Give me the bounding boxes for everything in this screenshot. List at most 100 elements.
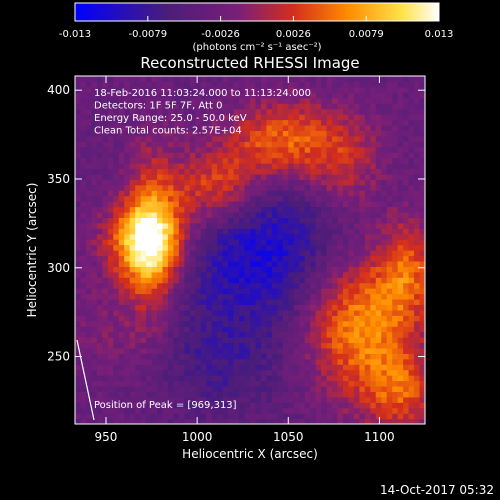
heatmap-cell (364, 331, 371, 338)
heatmap-cell (217, 260, 224, 267)
heatmap-cell (403, 293, 410, 300)
heatmap-cell (222, 331, 229, 338)
heatmap-cell (397, 124, 404, 131)
heatmap-cell (348, 380, 355, 387)
heatmap-cell (359, 320, 366, 327)
heatmap-cell (250, 309, 257, 316)
heatmap-cell (250, 298, 257, 305)
heatmap-cell (255, 288, 262, 295)
heatmap-cell (162, 326, 169, 333)
heatmap-cell (260, 364, 268, 371)
heatmap-cell (419, 81, 425, 88)
heatmap-cell (250, 141, 257, 148)
heatmap-cell (304, 385, 311, 392)
heatmap-cell (337, 396, 344, 403)
heatmap-cell (244, 103, 251, 110)
heatmap-cell (375, 124, 382, 131)
heatmap-cell (162, 418, 169, 424)
heatmap-cell (326, 152, 333, 159)
heatmap-cell (80, 347, 87, 354)
heatmap-cell (162, 141, 169, 148)
heatmap-cell (403, 103, 410, 110)
heatmap-cell (96, 239, 103, 246)
heatmap-cell (414, 190, 421, 197)
heatmap-cell (189, 228, 196, 235)
heatmap-cell (184, 288, 191, 295)
heatmap-cell (91, 396, 98, 403)
heatmap-cell (96, 396, 103, 403)
heatmap-cell (271, 168, 278, 175)
heatmap-cell (200, 141, 207, 148)
heatmap-cell (408, 413, 415, 420)
heatmap-cell (211, 152, 218, 159)
heatmap-cell (135, 331, 142, 338)
heatmap-cell (124, 190, 131, 197)
heatmap-cell (386, 206, 393, 213)
heatmap-cell (178, 293, 185, 300)
heatmap-cell (414, 309, 421, 316)
heatmap-cell (348, 239, 355, 246)
heatmap-cell (370, 168, 377, 175)
heatmap-cell (408, 282, 415, 289)
heatmap-cell (266, 396, 273, 403)
heatmap-cell (408, 168, 415, 175)
heatmap-cell (233, 135, 240, 142)
heatmap-cell (326, 250, 333, 257)
heatmap-cell (315, 157, 322, 164)
heatmap-cell (321, 396, 328, 403)
heatmap-cell (271, 201, 278, 208)
heatmap-cell (244, 76, 251, 83)
heatmap-cell (124, 304, 131, 311)
heatmap-cell (337, 260, 344, 267)
heatmap-cell (146, 179, 153, 186)
heatmap-cell (195, 217, 202, 224)
heatmap-cell (184, 163, 191, 170)
heatmap-cell (189, 86, 196, 93)
heatmap-cell (353, 326, 360, 333)
heatmap-cell (375, 184, 382, 191)
heatmap-cell (403, 255, 410, 262)
heatmap-cell (96, 206, 103, 213)
heatmap-cell (206, 331, 213, 338)
heatmap-cell (348, 347, 355, 354)
heatmap-cell (173, 244, 180, 251)
heatmap-cell (195, 135, 202, 142)
heatmap-cell (118, 375, 125, 382)
heatmap-cell (217, 184, 224, 191)
heatmap-cell (315, 277, 322, 284)
heatmap-cell (167, 173, 175, 180)
heatmap-cell (370, 124, 377, 131)
heatmap-cell (260, 391, 268, 398)
heatmap-cell (321, 168, 328, 175)
heatmap-cell (222, 92, 229, 99)
heatmap-cell (178, 250, 185, 257)
heatmap-cell (315, 331, 322, 338)
heatmap-cell (178, 364, 185, 371)
heatmap-cell (206, 277, 213, 284)
heatmap-cell (282, 293, 289, 300)
heatmap-cell (293, 304, 300, 311)
heatmap-cell (184, 402, 191, 409)
heatmap-cell (408, 315, 415, 322)
heatmap-cell (107, 130, 114, 137)
heatmap-cell (167, 233, 175, 240)
heatmap-cell (282, 124, 289, 131)
heatmap-cell (75, 407, 82, 414)
heatmap-cell (419, 217, 425, 224)
heatmap-cell (348, 108, 355, 115)
heatmap-cell (233, 103, 240, 110)
heatmap-cell (277, 179, 284, 186)
heatmap-cell (348, 282, 355, 289)
heatmap-cell (381, 244, 388, 251)
heatmap-cell (332, 364, 339, 371)
heatmap-cell (359, 152, 366, 159)
heatmap-cell (129, 369, 136, 376)
heatmap-cell (146, 97, 153, 104)
heatmap-cell (250, 413, 257, 420)
heatmap-cell (195, 124, 202, 131)
heatmap-cell (364, 108, 371, 115)
heatmap-cell (271, 358, 278, 365)
heatmap-cell (250, 152, 257, 159)
heatmap-cell (124, 206, 131, 213)
heatmap-cell (129, 396, 136, 403)
